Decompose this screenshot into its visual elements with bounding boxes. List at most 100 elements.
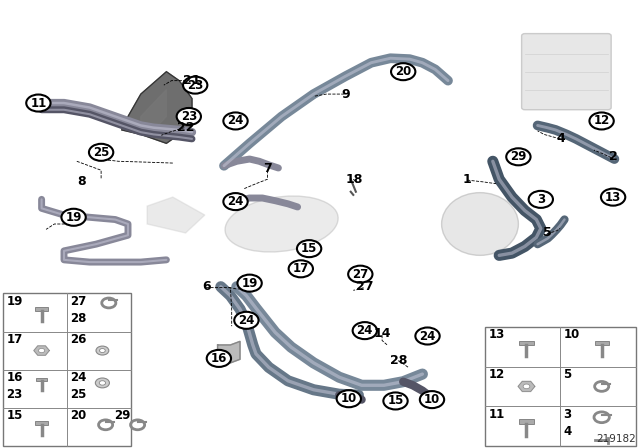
- Text: 7: 7: [263, 161, 272, 175]
- Text: 6: 6: [202, 280, 211, 293]
- Text: 25: 25: [70, 388, 87, 401]
- Text: 26: 26: [70, 333, 87, 346]
- Text: 24: 24: [419, 329, 436, 343]
- FancyBboxPatch shape: [3, 293, 131, 446]
- Text: 20: 20: [395, 65, 412, 78]
- Circle shape: [589, 112, 614, 129]
- Circle shape: [95, 378, 109, 388]
- Circle shape: [234, 312, 259, 329]
- Text: 3: 3: [537, 193, 545, 206]
- Text: 219182: 219182: [596, 435, 636, 444]
- FancyBboxPatch shape: [519, 340, 534, 345]
- Circle shape: [61, 209, 86, 226]
- Polygon shape: [122, 72, 192, 143]
- Text: 5: 5: [543, 226, 552, 240]
- FancyBboxPatch shape: [595, 340, 609, 345]
- FancyBboxPatch shape: [485, 327, 636, 446]
- Text: 16: 16: [211, 352, 227, 365]
- Circle shape: [99, 381, 106, 385]
- Circle shape: [529, 191, 553, 208]
- Circle shape: [523, 384, 530, 389]
- Circle shape: [601, 189, 625, 206]
- Text: 25: 25: [93, 146, 109, 159]
- Circle shape: [289, 260, 313, 277]
- Polygon shape: [147, 197, 205, 233]
- Text: 13: 13: [488, 328, 504, 341]
- Text: 15: 15: [387, 394, 404, 408]
- Text: 12: 12: [593, 114, 610, 128]
- Circle shape: [100, 349, 106, 353]
- Text: 11: 11: [30, 96, 47, 110]
- Circle shape: [89, 144, 113, 161]
- Text: 10: 10: [424, 393, 440, 406]
- Circle shape: [26, 95, 51, 112]
- Circle shape: [223, 112, 248, 129]
- Text: 8: 8: [77, 175, 86, 188]
- Text: 24: 24: [70, 371, 87, 384]
- FancyBboxPatch shape: [36, 378, 47, 381]
- Ellipse shape: [225, 196, 338, 252]
- Circle shape: [177, 108, 201, 125]
- Circle shape: [237, 275, 262, 292]
- Text: 15: 15: [6, 409, 23, 422]
- Text: 5: 5: [564, 368, 572, 381]
- Text: 23: 23: [6, 388, 22, 401]
- Text: 27: 27: [70, 295, 86, 308]
- Text: 14: 14: [374, 327, 392, 340]
- Circle shape: [353, 322, 377, 339]
- Ellipse shape: [442, 193, 518, 255]
- FancyBboxPatch shape: [35, 306, 48, 311]
- FancyBboxPatch shape: [35, 421, 48, 425]
- Text: 2: 2: [609, 150, 618, 164]
- Text: 23: 23: [187, 78, 204, 92]
- Text: 11: 11: [488, 408, 504, 421]
- Text: 16: 16: [6, 371, 23, 384]
- Text: 24: 24: [227, 195, 244, 208]
- Text: 12: 12: [488, 368, 504, 381]
- Text: 19: 19: [241, 276, 258, 290]
- Polygon shape: [34, 346, 49, 355]
- Text: 9: 9: [341, 87, 350, 101]
- Text: 28: 28: [390, 354, 408, 367]
- Circle shape: [348, 266, 372, 283]
- Text: 19: 19: [65, 211, 82, 224]
- Text: 27: 27: [356, 280, 374, 293]
- Circle shape: [337, 390, 361, 407]
- Text: 17: 17: [292, 262, 309, 276]
- Circle shape: [297, 240, 321, 257]
- Text: 20: 20: [70, 409, 86, 422]
- Text: 29: 29: [114, 409, 131, 422]
- Circle shape: [391, 63, 415, 80]
- Circle shape: [506, 148, 531, 165]
- Circle shape: [415, 327, 440, 345]
- Circle shape: [38, 349, 45, 353]
- Text: 19: 19: [6, 295, 23, 308]
- Text: 13: 13: [605, 190, 621, 204]
- Circle shape: [420, 391, 444, 408]
- Text: 24: 24: [356, 324, 373, 337]
- FancyBboxPatch shape: [522, 34, 611, 110]
- Polygon shape: [518, 381, 535, 392]
- Text: 17: 17: [6, 333, 22, 346]
- Text: 28: 28: [70, 312, 87, 325]
- Text: 18: 18: [345, 172, 363, 186]
- Circle shape: [96, 346, 109, 355]
- Text: 23: 23: [180, 110, 197, 123]
- Text: 24: 24: [227, 114, 244, 128]
- Text: 4: 4: [564, 425, 572, 438]
- Text: 10: 10: [340, 392, 357, 405]
- Text: 29: 29: [510, 150, 527, 164]
- Text: 21: 21: [183, 74, 201, 87]
- FancyBboxPatch shape: [519, 419, 534, 424]
- Text: 22: 22: [177, 121, 195, 134]
- Circle shape: [207, 350, 231, 367]
- Text: 10: 10: [564, 328, 580, 341]
- Text: 4: 4: [557, 132, 566, 146]
- Text: 1: 1: [463, 172, 472, 186]
- Text: 15: 15: [301, 242, 317, 255]
- Text: 24: 24: [238, 314, 255, 327]
- Circle shape: [383, 392, 408, 409]
- Text: 3: 3: [564, 408, 572, 421]
- Text: 27: 27: [352, 267, 369, 281]
- Polygon shape: [141, 90, 166, 130]
